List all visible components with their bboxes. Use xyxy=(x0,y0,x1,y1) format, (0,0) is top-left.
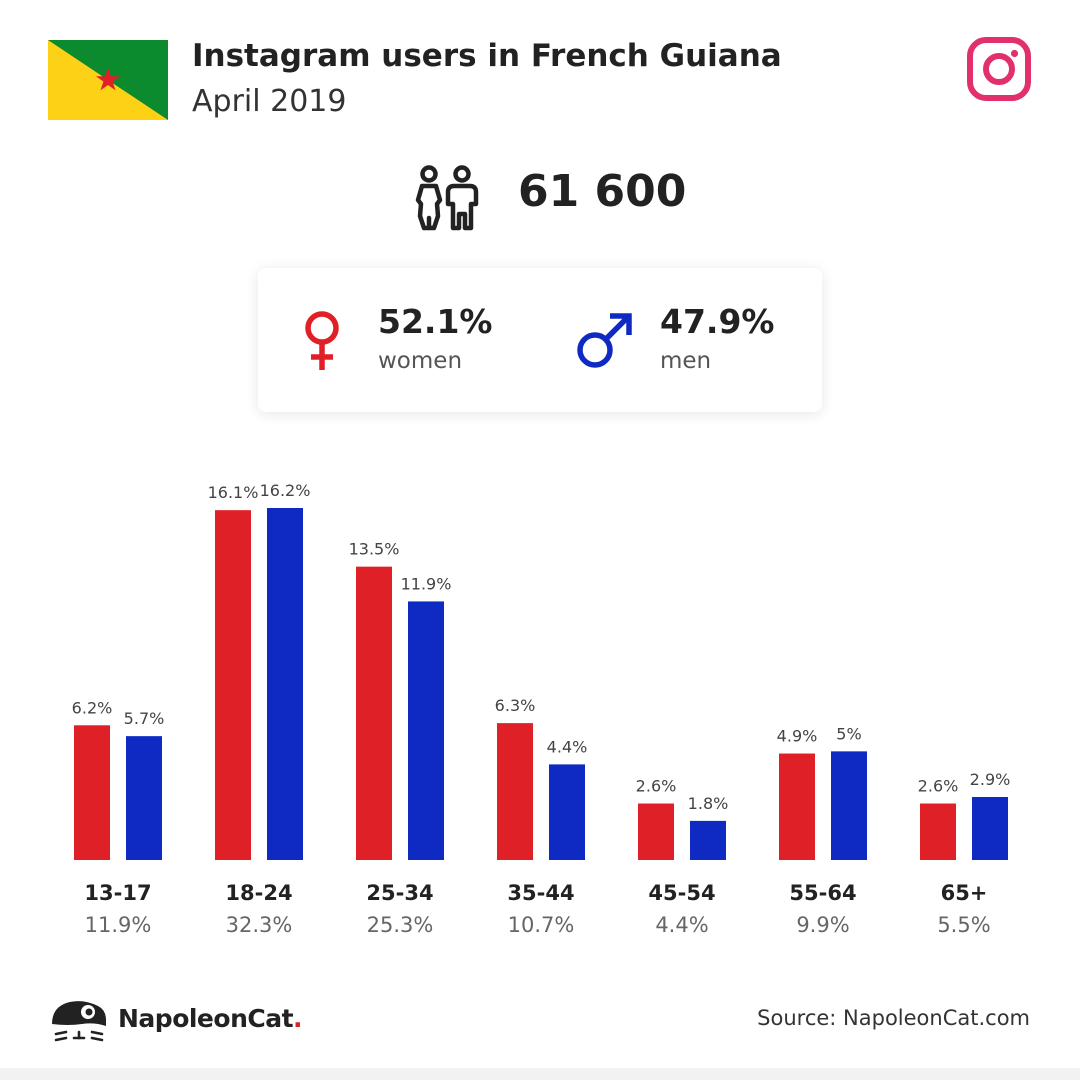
data-label-men-65+: 2.9% xyxy=(970,770,1011,789)
women-label: women xyxy=(378,348,463,374)
category-total-65+: 5.5% xyxy=(937,913,990,937)
category-label-55-64: 55-64 xyxy=(789,881,856,905)
category-total-13-17: 11.9% xyxy=(85,913,152,937)
french-guiana-flag-icon xyxy=(48,40,168,120)
bar-men-18-24 xyxy=(267,508,303,860)
category-label-25-34: 25-34 xyxy=(366,881,433,905)
bar-women-45-54 xyxy=(638,803,674,860)
napoleoncat-logo-icon xyxy=(52,1001,106,1042)
data-label-men-25-34: 11.9% xyxy=(401,574,452,593)
men-label: men xyxy=(660,348,712,374)
category-label-45-54: 45-54 xyxy=(648,881,715,905)
brand-name: NapoleonCat. xyxy=(118,1004,303,1033)
category-total-25-34: 25.3% xyxy=(367,913,434,937)
people-icon xyxy=(415,165,479,231)
data-label-men-45-54: 1.8% xyxy=(688,794,729,813)
bar-women-65+ xyxy=(920,803,956,860)
data-label-women-55-64: 4.9% xyxy=(777,727,818,746)
bar-men-45-54 xyxy=(690,820,726,860)
bar-men-25-34 xyxy=(408,601,444,860)
bar-women-13-17 xyxy=(74,725,110,860)
category-total-55-64: 9.9% xyxy=(796,913,849,937)
page-title: Instagram users in French Guiana xyxy=(192,38,782,74)
bar-men-65+ xyxy=(972,796,1008,860)
page-subtitle: April 2019 xyxy=(192,84,347,119)
data-label-women-35-44: 6.3% xyxy=(495,696,536,715)
category-label-18-24: 18-24 xyxy=(225,881,292,905)
total-users: 61 600 xyxy=(518,166,687,217)
data-label-women-45-54: 2.6% xyxy=(636,777,677,796)
data-label-men-35-44: 4.4% xyxy=(547,737,588,756)
bar-women-18-24 xyxy=(215,510,251,860)
footer-band xyxy=(0,1068,1080,1080)
data-label-women-13-17: 6.2% xyxy=(72,698,113,717)
bar-men-35-44 xyxy=(549,764,585,860)
data-label-men-55-64: 5% xyxy=(836,724,861,743)
category-label-35-44: 35-44 xyxy=(507,881,574,905)
category-total-45-54: 4.4% xyxy=(655,913,708,937)
data-label-women-18-24: 16.1% xyxy=(208,483,259,502)
age-gender-bar-chart: 6.2% 5.7% 13-17 11.9% 16.1% 16.2% 18-24 32.3% 13… xyxy=(72,481,1011,937)
category-label-65+: 65+ xyxy=(941,881,988,905)
men-percentage: 47.9% xyxy=(660,302,775,341)
male-icon xyxy=(577,313,632,368)
category-total-18-24: 32.3% xyxy=(226,913,293,937)
data-label-women-65+: 2.6% xyxy=(918,777,959,796)
category-total-35-44: 10.7% xyxy=(508,913,575,937)
source-text: Source: NapoleonCat.com xyxy=(757,1006,1030,1030)
instagram-icon xyxy=(967,37,1031,101)
data-label-men-13-17: 5.7% xyxy=(124,709,165,728)
bar-men-13-17 xyxy=(126,736,162,860)
female-icon xyxy=(305,311,339,370)
data-label-men-18-24: 16.2% xyxy=(260,481,311,500)
women-percentage: 52.1% xyxy=(378,302,493,341)
category-label-13-17: 13-17 xyxy=(84,881,151,905)
bar-men-55-64 xyxy=(831,751,867,860)
bar-women-55-64 xyxy=(779,753,815,860)
gender-breakdown-card: 52.1% women 47.9% men xyxy=(258,268,822,412)
bar-women-35-44 xyxy=(497,723,533,860)
bar-women-25-34 xyxy=(356,566,392,860)
data-label-women-25-34: 13.5% xyxy=(349,540,400,559)
